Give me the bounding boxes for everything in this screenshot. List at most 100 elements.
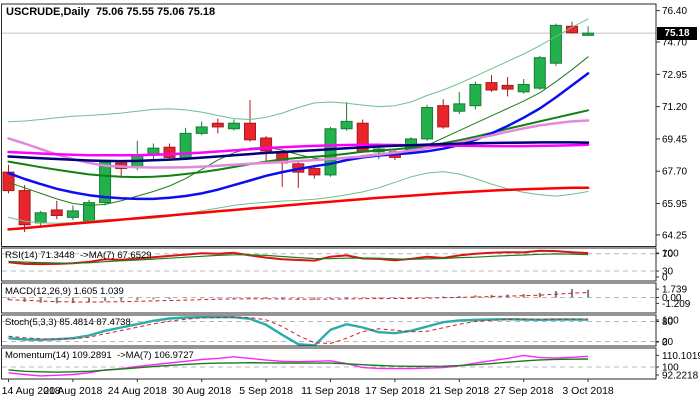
rsi-panel-label: RSI(14) 71.3448 ->MA(7) 67.6529 xyxy=(5,250,152,261)
macd-histogram-bar xyxy=(136,297,139,300)
series-stoch-main xyxy=(8,316,589,346)
candle-body xyxy=(582,32,595,36)
candle-body xyxy=(437,105,450,128)
macd-histogram-bar xyxy=(168,297,171,299)
candle-body xyxy=(501,84,514,90)
macd-histogram-bar xyxy=(297,297,300,300)
macd-panel-label: MACD(12,26,9) 1.605 1.039 xyxy=(5,285,124,297)
price-tick-label: 72.95 xyxy=(662,70,687,81)
series-stoch-signal xyxy=(8,316,589,344)
macd-histogram-bar xyxy=(200,297,203,299)
candle-body xyxy=(421,107,434,140)
overlay-ma-blue xyxy=(7,72,590,201)
stoch-axis-label: 80 xyxy=(662,317,674,328)
candle-body xyxy=(34,212,47,224)
candle-body xyxy=(211,122,224,128)
macd-histogram-bar xyxy=(104,297,107,302)
candle-body xyxy=(260,137,273,152)
rsi-panel-frame xyxy=(1,247,657,282)
price-tick-label: 69.45 xyxy=(662,134,687,145)
main-price-panel xyxy=(2,18,656,233)
rsi-axis-label: 0 xyxy=(662,273,668,284)
macd-histogram-bar xyxy=(474,295,477,298)
macd-histogram-bar xyxy=(345,297,348,299)
candle-body xyxy=(66,210,79,218)
candle-body xyxy=(308,167,321,176)
macd-histogram-bar xyxy=(426,296,429,298)
candle-body xyxy=(549,24,562,64)
stoch-axis-label: 0 xyxy=(662,338,668,349)
macd-histogram-bar xyxy=(23,297,26,302)
price-tick-label: 71.20 xyxy=(662,102,687,113)
rsi-axis-label: 30 xyxy=(662,267,674,278)
date-label: 17 Sep 2018 xyxy=(365,385,425,397)
current-price-tag: 75.18 xyxy=(657,27,697,40)
macd-axis-label: 0.00 xyxy=(662,293,682,304)
date-label: 21 Sep 2018 xyxy=(430,385,490,397)
macd-histogram-bar xyxy=(538,292,541,298)
current-price-value: 75.18 xyxy=(664,28,690,39)
series-rsi-ma xyxy=(8,253,589,264)
macd-axis-label: 1.739 xyxy=(662,285,687,296)
overlay-ma-magenta xyxy=(7,143,590,157)
price-tick-label: 76.40 xyxy=(662,6,687,17)
candle-body xyxy=(533,57,546,89)
momentum-panel-label: Momentum(14) 109.2891 ->MA(7) 106.9727 xyxy=(5,350,194,361)
momentum-panel-frame xyxy=(1,347,657,380)
rsi-panel xyxy=(2,249,656,272)
overlay-bollinger-upper xyxy=(8,18,589,123)
candle-body xyxy=(18,190,31,226)
momentum-axis-label: 110.1019 xyxy=(662,351,700,362)
macd-histogram-bar xyxy=(249,297,251,299)
macd-histogram-bar xyxy=(216,297,219,299)
candle-body xyxy=(517,83,530,93)
candle-body xyxy=(453,103,466,112)
macd-histogram-bar xyxy=(522,294,525,298)
macd-histogram-bar xyxy=(265,297,268,299)
stoch-panel xyxy=(2,316,656,346)
main-panel-frame xyxy=(1,3,657,247)
date-label: 5 Sep 2018 xyxy=(239,385,293,397)
candle-body xyxy=(469,83,482,107)
date-label: 11 Sep 2018 xyxy=(301,385,360,397)
macd-histogram-bar xyxy=(329,297,332,299)
macd-histogram-bar xyxy=(120,297,123,301)
momentum-axis-label: 100 xyxy=(662,363,679,374)
macd-histogram-bar xyxy=(393,297,396,299)
overlay-ma-violet xyxy=(7,119,590,169)
date-label: 27 Sep 2018 xyxy=(494,385,554,397)
date-label: 20 Aug 2018 xyxy=(43,385,102,397)
series-momentum-ma xyxy=(8,358,589,373)
candle-body xyxy=(227,122,240,130)
price-tick-label: 64.25 xyxy=(662,230,687,241)
candle-body xyxy=(195,126,208,134)
macd-histogram-bar xyxy=(184,297,187,299)
macd-histogram-bar xyxy=(232,297,235,299)
macd-histogram-bar xyxy=(587,289,590,298)
candle-body xyxy=(340,120,353,130)
macd-histogram-bar xyxy=(377,297,380,299)
rsi-axis-label: 70 xyxy=(662,249,674,260)
macd-histogram-bar xyxy=(313,297,316,300)
macd-axis-label: -1.209 xyxy=(662,299,691,310)
date-label: 30 Aug 2018 xyxy=(172,385,231,397)
stoch-panel-frame xyxy=(1,314,657,347)
macd-histogram-bar xyxy=(88,297,90,303)
candle-body xyxy=(324,128,337,176)
candle-body xyxy=(50,209,63,217)
macd-histogram-bar xyxy=(71,297,74,304)
candle-body xyxy=(485,82,498,91)
candle-body xyxy=(566,25,578,34)
overlay-ma-navy xyxy=(7,141,590,163)
date-label: 3 Oct 2018 xyxy=(562,385,614,397)
overlay-sma-fast-green xyxy=(8,56,589,206)
macd-histogram-bar xyxy=(55,297,58,304)
momentum-panel xyxy=(2,354,656,377)
stoch-axis-label: 20 xyxy=(662,337,674,348)
macd-histogram-bar xyxy=(442,296,445,298)
overlay-ma-red xyxy=(7,186,590,231)
macd-histogram-bar xyxy=(361,297,364,299)
price-tick-label: 65.95 xyxy=(662,199,687,210)
